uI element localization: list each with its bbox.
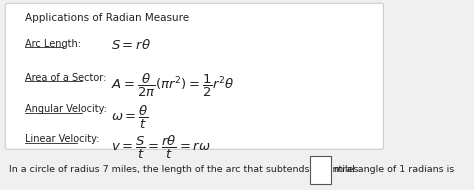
Text: Applications of Radian Measure: Applications of Radian Measure [25, 13, 189, 23]
Text: Area of a Sector:: Area of a Sector: [25, 73, 106, 82]
Text: In a circle of radius 7 miles, the length of the arc that subtends a central ang: In a circle of radius 7 miles, the lengt… [9, 165, 455, 174]
Text: $S = r\theta$: $S = r\theta$ [111, 38, 151, 52]
Text: $\omega = \dfrac{\theta}{t}$: $\omega = \dfrac{\theta}{t}$ [111, 103, 149, 131]
Text: Angular Velocity:: Angular Velocity: [25, 104, 107, 114]
Text: $v = \dfrac{S}{t} = \dfrac{r\theta}{t} = r\omega$: $v = \dfrac{S}{t} = \dfrac{r\theta}{t} =… [111, 133, 211, 161]
Text: miles.: miles. [333, 165, 362, 174]
Text: $A = \dfrac{\theta}{2\pi}\left(\pi r^2\right) = \dfrac{1}{2}r^2\theta$: $A = \dfrac{\theta}{2\pi}\left(\pi r^2\r… [111, 72, 235, 99]
Text: Arc Length:: Arc Length: [25, 39, 81, 49]
FancyBboxPatch shape [5, 3, 383, 149]
Text: Linear Velocity:: Linear Velocity: [25, 134, 99, 144]
FancyBboxPatch shape [310, 156, 331, 184]
